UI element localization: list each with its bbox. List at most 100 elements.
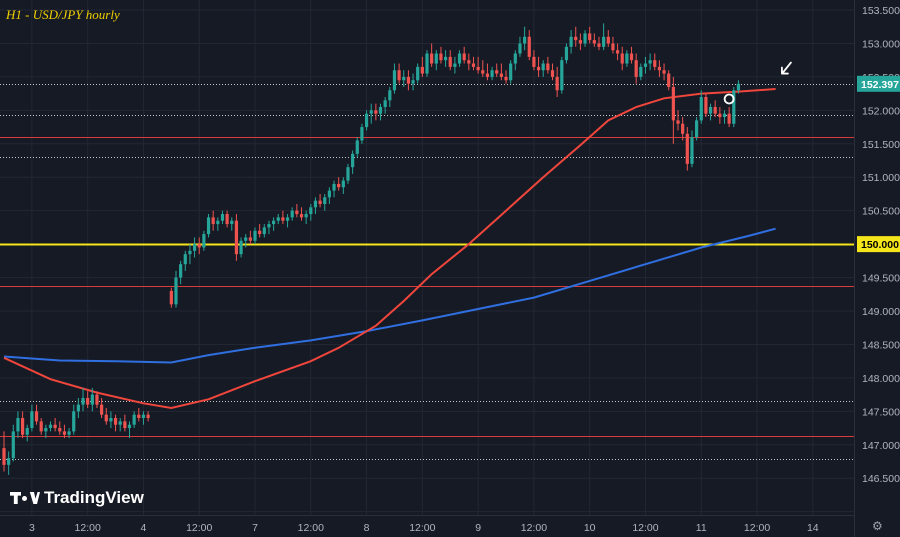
candle-body	[7, 458, 11, 465]
settings-icon[interactable]: ⚙	[872, 519, 883, 533]
candle-body	[736, 83, 741, 91]
candle-body	[341, 180, 345, 188]
time-axis-label: 12:00	[298, 522, 324, 534]
candle-body	[253, 230, 257, 241]
candle-body	[113, 418, 118, 425]
price-axis-label: 149.000	[862, 306, 900, 318]
candle-body	[248, 237, 252, 241]
candle-body	[416, 66, 420, 81]
candle-body	[179, 264, 183, 278]
candle-body	[383, 100, 387, 108]
candle-body	[313, 200, 318, 208]
candle-body	[2, 448, 6, 465]
candle-body	[662, 70, 666, 74]
candle-body	[351, 153, 355, 168]
time-axis-label: 10	[584, 522, 596, 534]
candle-body	[583, 33, 587, 44]
candle-body	[476, 66, 480, 71]
candle-body	[309, 207, 313, 215]
candle-body	[267, 224, 271, 228]
candle-body	[578, 40, 582, 44]
candle-body	[402, 76, 406, 81]
candle-body	[699, 96, 703, 121]
candle-body	[369, 110, 373, 114]
candle-body	[62, 431, 67, 435]
chart-title: H1 - USD/JPY hourly	[6, 7, 120, 22]
price-axis-label: 150.500	[862, 206, 900, 218]
time-axis-label: 3	[29, 522, 35, 534]
candle-body	[132, 414, 136, 425]
candle-body	[346, 167, 350, 181]
candle-body	[420, 66, 424, 74]
candle-body	[272, 220, 276, 225]
candle-body	[192, 244, 197, 251]
price-axis-label: 148.500	[862, 339, 900, 351]
candle-body	[72, 411, 76, 432]
candle-body	[546, 63, 550, 71]
price-axis-label: 153.000	[862, 38, 900, 50]
candle-body	[690, 137, 694, 164]
candle-body	[676, 120, 680, 124]
candle-body	[53, 424, 57, 429]
candle-body	[230, 220, 234, 225]
candle-body	[406, 76, 411, 84]
candle-body	[606, 36, 610, 44]
candle-body	[457, 53, 462, 64]
candle-body	[392, 70, 397, 91]
time-axis-label: 12:00	[409, 522, 435, 534]
candle-body	[634, 60, 638, 77]
candle-body	[304, 214, 308, 218]
candle-body	[123, 421, 127, 429]
candle-body	[378, 107, 383, 114]
candle-body	[527, 36, 531, 57]
level-price-tag-label: 150.000	[861, 239, 899, 251]
candle-body	[592, 40, 596, 44]
candle-body	[671, 86, 675, 121]
candle-body	[685, 133, 689, 164]
price-axis-label: 151.000	[862, 172, 900, 184]
candle-body	[541, 63, 545, 71]
candle-body	[704, 96, 708, 114]
candle-body	[536, 66, 541, 71]
time-axis-label: 12:00	[75, 522, 101, 534]
candle-body	[611, 43, 615, 51]
candle-body	[471, 63, 476, 67]
candle-body	[281, 217, 285, 221]
candle-body	[239, 240, 243, 255]
time-axis-label: 12:00	[744, 522, 770, 534]
candle-body	[290, 210, 294, 218]
price-axis-label: 147.500	[862, 406, 900, 418]
candle-body	[318, 200, 322, 204]
marker-circle[interactable]	[723, 93, 735, 105]
candle-body	[262, 227, 266, 235]
price-axis-label: 152.000	[862, 105, 900, 117]
time-axis-label: 4	[141, 522, 147, 534]
candle-body	[169, 290, 173, 305]
price-axis-label: 151.500	[862, 139, 900, 151]
candle-body	[588, 33, 592, 41]
candle-body	[495, 70, 499, 74]
candle-body	[374, 110, 378, 114]
price-axis-label: 153.500	[862, 5, 900, 17]
candle-body	[560, 60, 564, 91]
candle-body	[620, 53, 624, 64]
candle-body	[518, 43, 522, 54]
candle-body	[564, 46, 569, 61]
candle-body	[602, 36, 606, 47]
time-axis-label: 12:00	[632, 522, 658, 534]
arrow-annotation[interactable]	[781, 61, 792, 75]
candle-body	[244, 237, 248, 241]
candle-body	[327, 190, 331, 198]
candle-body	[355, 140, 359, 154]
candle-body	[485, 73, 490, 77]
level-price-tag	[857, 236, 900, 253]
time-axis-label: 7	[252, 522, 258, 534]
candle-body	[453, 63, 457, 67]
candle-body	[39, 421, 43, 432]
price-axis-label: 149.500	[862, 273, 900, 285]
candle-body	[76, 404, 80, 412]
candle-body	[653, 60, 657, 67]
candle-body	[657, 66, 662, 71]
candle-body	[360, 127, 364, 141]
